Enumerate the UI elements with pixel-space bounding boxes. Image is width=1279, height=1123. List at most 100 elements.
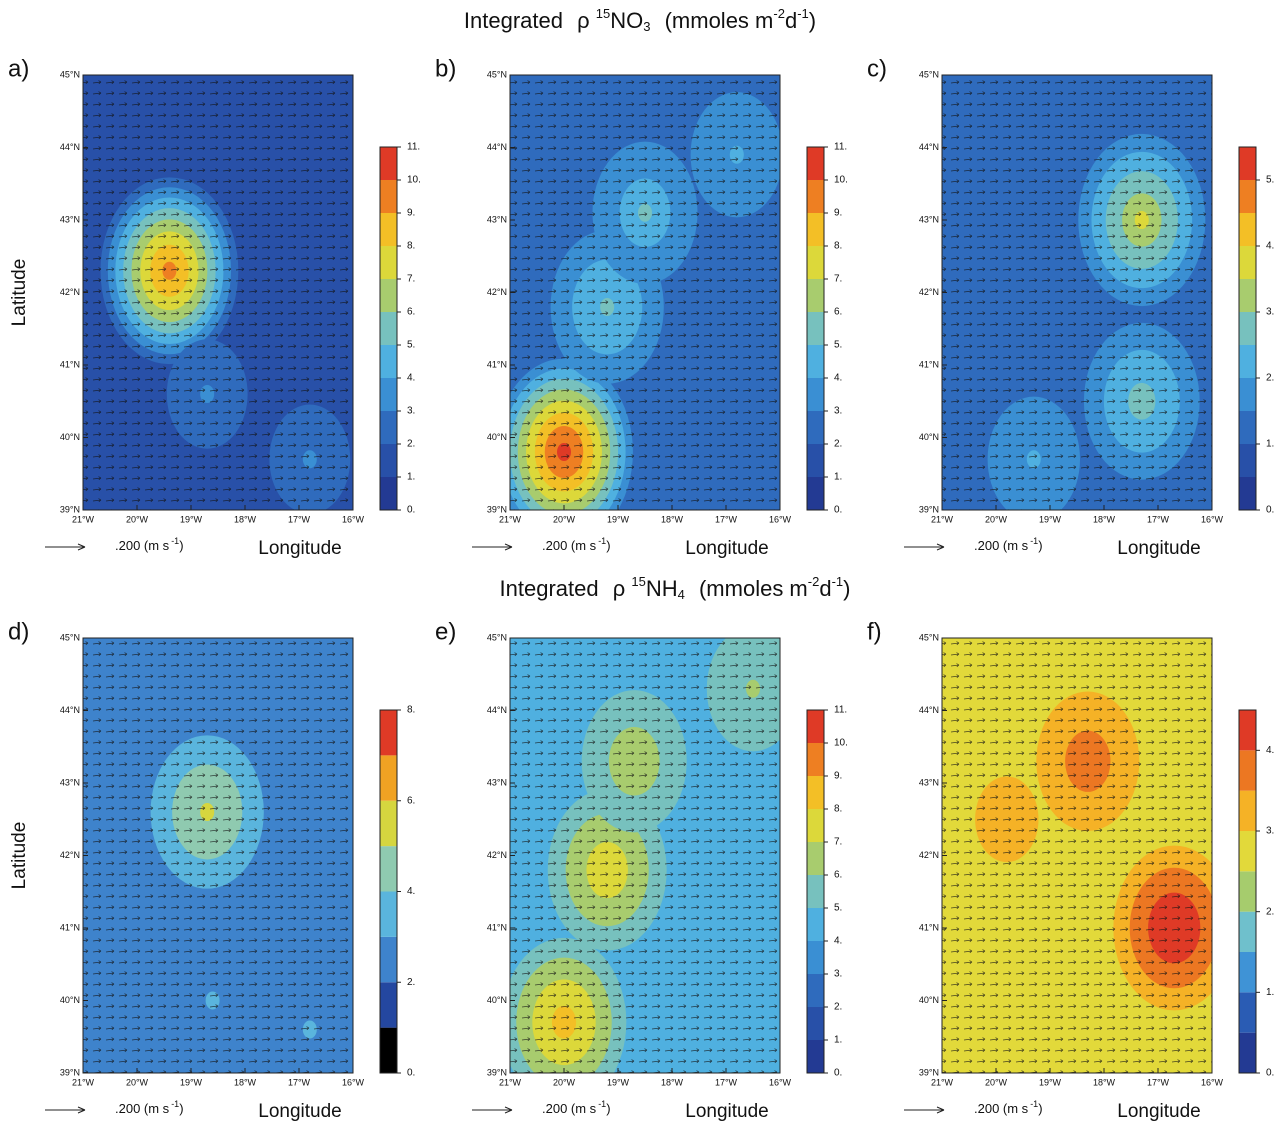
y-tick-label: 44°N (919, 705, 939, 715)
vector-scale-exp: -1 (598, 1099, 606, 1109)
velocity-vectors (510, 75, 780, 510)
colorbar-tick-label: 7. (834, 837, 842, 848)
vector-scale-text: .200 (m s (542, 1101, 597, 1116)
colorbar-band (380, 846, 397, 892)
colorbar-tick-label: 4. (834, 936, 842, 947)
colorbar-band (380, 982, 397, 1028)
x-tick-label: 19°W (1039, 1077, 1062, 1087)
panel-label: f) (867, 618, 882, 645)
x-tick-label: 21°W (499, 514, 522, 524)
colorbar-tick-label: 0. (834, 505, 842, 516)
y-tick-label: 45°N (487, 69, 507, 79)
y-tick-label: 41°N (919, 922, 939, 932)
x-tick-label: 19°W (607, 1077, 630, 1087)
colorbar-band (380, 378, 397, 411)
vector-scale-label: .200 (m s -1) (542, 536, 611, 553)
panel-label: a) (8, 55, 29, 82)
colorbar-band (380, 444, 397, 477)
x-tick-label: 17°W (715, 514, 738, 524)
colorbar-band (1239, 992, 1256, 1033)
colorbar-tick-label: 11. (834, 705, 847, 716)
colorbar-tick-label: 8. (407, 241, 415, 252)
y-tick-label: 41°N (60, 359, 80, 369)
title-part: NO (610, 8, 643, 33)
colorbar-band (1239, 147, 1256, 180)
colorbar-band (807, 411, 824, 444)
y-tick-label: 39°N (919, 504, 939, 514)
colorbar-frame (806, 146, 825, 511)
colorbar-tick-label: 1. (834, 1035, 842, 1046)
colorbar-tick-label: 6. (407, 795, 415, 806)
title-part: ) (809, 8, 816, 33)
y-tick-label: 45°N (60, 69, 80, 79)
colorbar-tick-label: 0. (407, 1068, 415, 1079)
y-tick-label: 43°N (919, 214, 939, 224)
panel-label: c) (867, 55, 887, 82)
row-title: Integrated ρ 15NO3 (mmoles m-2d-1) (464, 6, 816, 38)
title-part: 15 (596, 6, 610, 21)
colorbar-tick-label: 4. (407, 373, 415, 384)
vector-scale-text: .200 (m s (115, 1101, 170, 1116)
reference-arrow (904, 543, 945, 551)
colorbar-tick-label: 2. (407, 439, 415, 450)
x-tick-label: 17°W (288, 514, 311, 524)
map-panel (942, 75, 1212, 510)
vector-scale-text: .200 (m s (974, 1101, 1029, 1116)
colorbar-band (807, 213, 824, 246)
x-tick-label: 17°W (715, 1077, 738, 1087)
y-tick-label: 40°N (60, 995, 80, 1005)
colorbar-tick-label: 8. (834, 241, 842, 252)
colorbar-tick-label: 1. (407, 472, 415, 483)
title-part: (mmoles m (699, 576, 808, 601)
colorbar-band (1239, 345, 1256, 378)
x-tick-label: 19°W (180, 514, 203, 524)
x-axis-label: Longitude (258, 1101, 341, 1122)
x-tick-label: 18°W (234, 1077, 257, 1087)
colorbar-tick-label: 1. (1266, 987, 1274, 998)
y-tick-label: 39°N (60, 504, 80, 514)
y-tick-label: 44°N (60, 142, 80, 152)
colorbar-tick-label: 5. (834, 340, 842, 351)
title-part: (mmoles m (665, 8, 774, 33)
velocity-vectors (942, 75, 1212, 510)
vector-scale-label: .200 (m s -1) (115, 536, 184, 553)
colorbar-band (1239, 831, 1256, 872)
colorbar-tick-label: 3. (834, 406, 842, 417)
colorbar-band (1239, 710, 1256, 751)
y-axis-label: Latitude (9, 259, 30, 327)
colorbar-tick-label: 6. (407, 307, 415, 318)
colorbar-tick-label: 4. (834, 373, 842, 384)
title-part: -2 (773, 6, 785, 21)
map-panel (942, 638, 1212, 1073)
colorbar-band (380, 710, 397, 756)
vector-scale-text: .200 (m s (542, 538, 597, 553)
title-part: Integrated (500, 576, 599, 601)
colorbar-tick-label: 0. (407, 505, 415, 516)
colorbar-band (807, 842, 824, 875)
colorbar-tick-label: 7. (834, 274, 842, 285)
colorbar-band (807, 378, 824, 411)
reference-arrow (904, 1106, 945, 1114)
title-part: 15 (631, 574, 645, 589)
velocity-vectors (510, 638, 780, 1073)
title-part: 3 (643, 19, 650, 34)
y-tick-label: 41°N (487, 922, 507, 932)
y-tick-label: 45°N (919, 69, 939, 79)
y-tick-label: 43°N (60, 214, 80, 224)
map-panel (510, 638, 780, 1073)
colorbar-band (380, 755, 397, 801)
colorbar-tick-label: 4. (1266, 241, 1274, 252)
colorbar-band (1239, 213, 1256, 246)
colorbar-band (807, 710, 824, 743)
y-tick-label: 42°N (487, 287, 507, 297)
x-tick-label: 18°W (1093, 514, 1116, 524)
velocity-vectors (83, 638, 353, 1073)
colorbar-band (807, 776, 824, 809)
colorbar-tick-label: 7. (407, 274, 415, 285)
colorbar-tick-label: 8. (407, 705, 415, 716)
colorbar-band (1239, 411, 1256, 444)
colorbar-band (807, 477, 824, 510)
y-tick-label: 44°N (60, 705, 80, 715)
colorbar-tick-label: 11. (407, 142, 420, 153)
